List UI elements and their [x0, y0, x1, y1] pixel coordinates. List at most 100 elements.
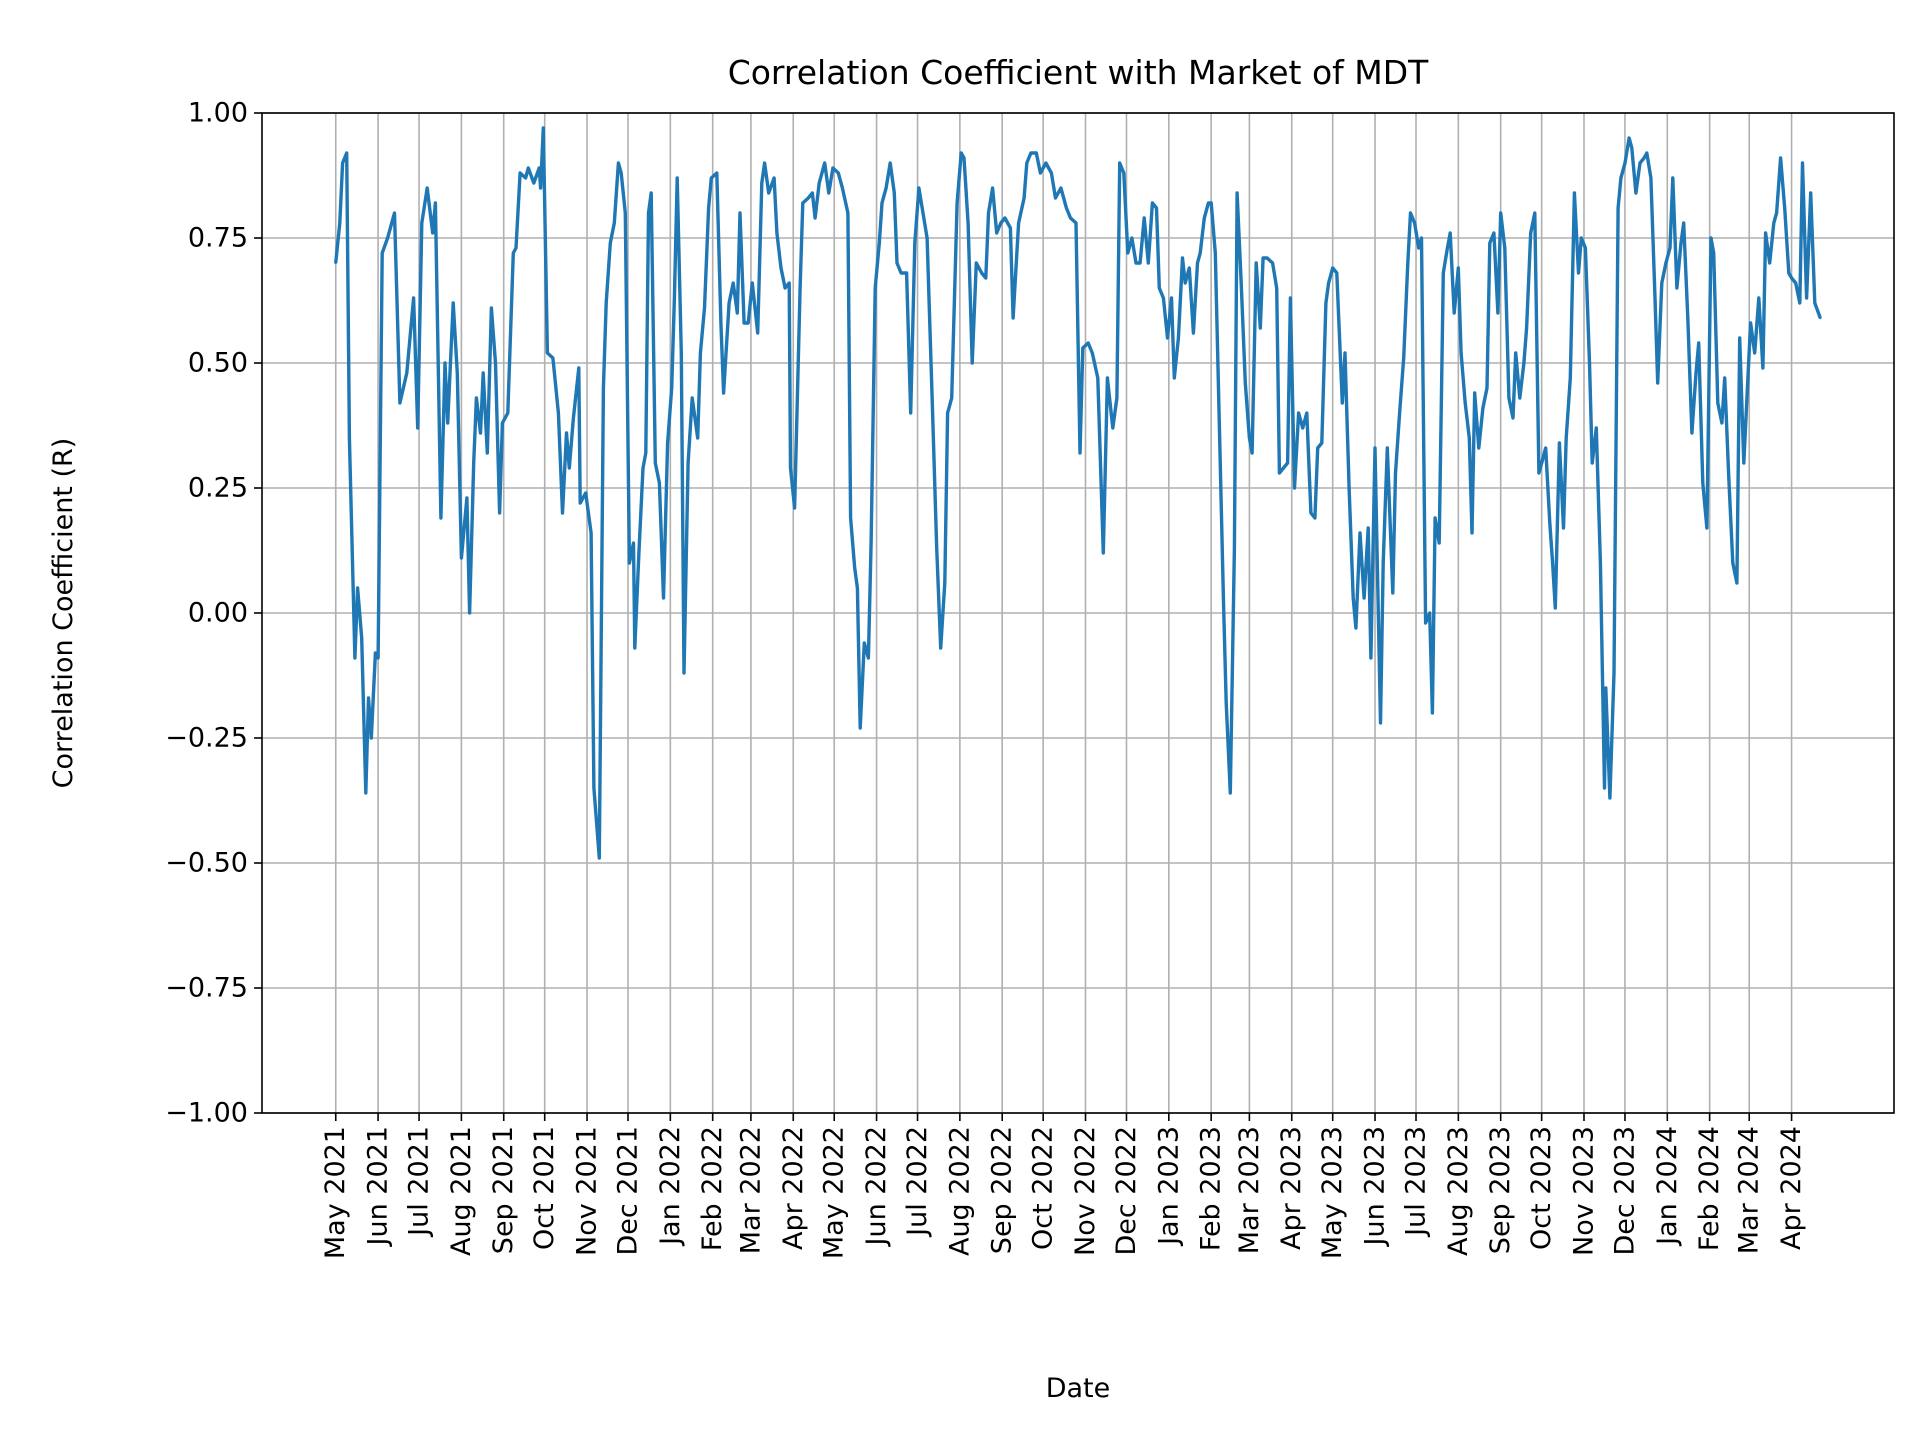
data-point — [921, 211, 925, 215]
data-point — [1604, 686, 1608, 690]
data-point — [1630, 146, 1634, 150]
x-tick-label: Apr 2024 — [1776, 1126, 1807, 1250]
data-point — [703, 306, 706, 310]
data-point — [602, 386, 605, 390]
data-point — [1544, 446, 1547, 450]
data-point — [1634, 191, 1638, 195]
data-point — [1196, 261, 1199, 265]
data-point — [565, 431, 568, 435]
data-point — [1449, 231, 1452, 235]
data-point — [364, 791, 367, 795]
data-point — [1362, 596, 1366, 600]
data-point — [1222, 596, 1225, 600]
data-point — [1050, 171, 1053, 175]
data-point — [1470, 531, 1474, 535]
data-point — [680, 351, 683, 355]
data-point — [1181, 256, 1184, 260]
data-point — [1716, 401, 1720, 405]
data-point — [538, 166, 541, 170]
data-point — [1324, 301, 1328, 305]
y-tick-label: −0.50 — [165, 848, 248, 879]
data-point — [1464, 401, 1467, 405]
data-point — [628, 561, 631, 565]
data-point — [620, 171, 623, 175]
x-tick-label: Jun 2022 — [861, 1126, 892, 1247]
data-point — [1499, 211, 1502, 215]
data-point — [1413, 221, 1416, 225]
data-point — [837, 171, 840, 175]
data-point — [1537, 471, 1541, 475]
data-point — [1029, 151, 1033, 155]
data-point — [1686, 316, 1690, 320]
data-point — [1235, 191, 1239, 195]
data-point — [673, 296, 676, 300]
data-point — [1255, 261, 1258, 265]
x-axis: May 2021 Jun 2021 Jul 2021 Aug 2021 Sep 2021… — [320, 1113, 1807, 1259]
data-point — [738, 211, 742, 215]
data-point — [831, 166, 835, 170]
data-point — [1143, 216, 1146, 220]
data-point — [1627, 136, 1631, 140]
data-point — [1529, 231, 1532, 235]
data-point — [592, 786, 596, 790]
data-point — [1301, 426, 1304, 430]
data-point — [557, 411, 560, 415]
data-point — [650, 191, 653, 195]
data-point — [527, 166, 530, 170]
data-point — [732, 281, 735, 285]
data-point — [1320, 441, 1324, 445]
data-point — [420, 221, 423, 225]
data-point — [1671, 176, 1675, 180]
data-point — [793, 506, 796, 510]
x-tick-label: Apr 2022 — [778, 1126, 809, 1250]
data-point — [1709, 236, 1713, 240]
data-point — [899, 271, 903, 275]
data-point — [577, 366, 580, 370]
y-tick-label: 0.25 — [188, 473, 248, 504]
data-point — [1428, 611, 1431, 615]
data-point — [589, 531, 593, 535]
x-tick-label: Mar 2024 — [1734, 1126, 1765, 1254]
x-tick-label: May 2022 — [819, 1126, 850, 1259]
data-point — [1591, 461, 1594, 465]
data-point — [846, 211, 850, 215]
data-point — [1054, 196, 1057, 200]
x-tick-label: Jul 2022 — [902, 1126, 933, 1238]
data-point — [975, 261, 978, 265]
data-point — [1111, 426, 1115, 430]
data-point — [1481, 406, 1485, 410]
data-point — [1787, 271, 1791, 275]
data-point — [633, 646, 636, 650]
x-tick-label: Jul 2021 — [404, 1126, 435, 1238]
data-point — [863, 641, 866, 645]
data-point — [1188, 266, 1191, 270]
x-tick-label: Aug 2023 — [1443, 1126, 1474, 1256]
data-point — [1420, 236, 1423, 240]
data-point — [1642, 156, 1646, 160]
x-tick-label: Sep 2021 — [488, 1126, 519, 1254]
y-tick-label: −1.00 — [165, 1098, 248, 1129]
data-point — [1289, 296, 1292, 300]
data-point — [1059, 186, 1063, 190]
data-point — [939, 646, 942, 650]
data-point — [1102, 551, 1105, 555]
data-point — [849, 516, 852, 520]
data-point — [1022, 196, 1026, 200]
data-point — [1354, 626, 1358, 630]
data-point — [416, 426, 419, 430]
data-point — [1507, 396, 1511, 400]
data-point — [1261, 256, 1265, 260]
data-point — [1623, 161, 1627, 165]
data-point — [1118, 161, 1121, 165]
data-point — [1106, 376, 1109, 380]
x-tick-label: Feb 2022 — [697, 1126, 728, 1251]
data-point — [1477, 446, 1481, 450]
data-point — [398, 401, 402, 405]
data-point — [1369, 656, 1373, 660]
data-point — [779, 266, 783, 270]
x-axis-label: Date — [1046, 1373, 1111, 1404]
data-point — [946, 411, 949, 415]
chart-title: Correlation Coefficient with Market of M… — [728, 53, 1429, 92]
data-point — [1738, 336, 1741, 340]
